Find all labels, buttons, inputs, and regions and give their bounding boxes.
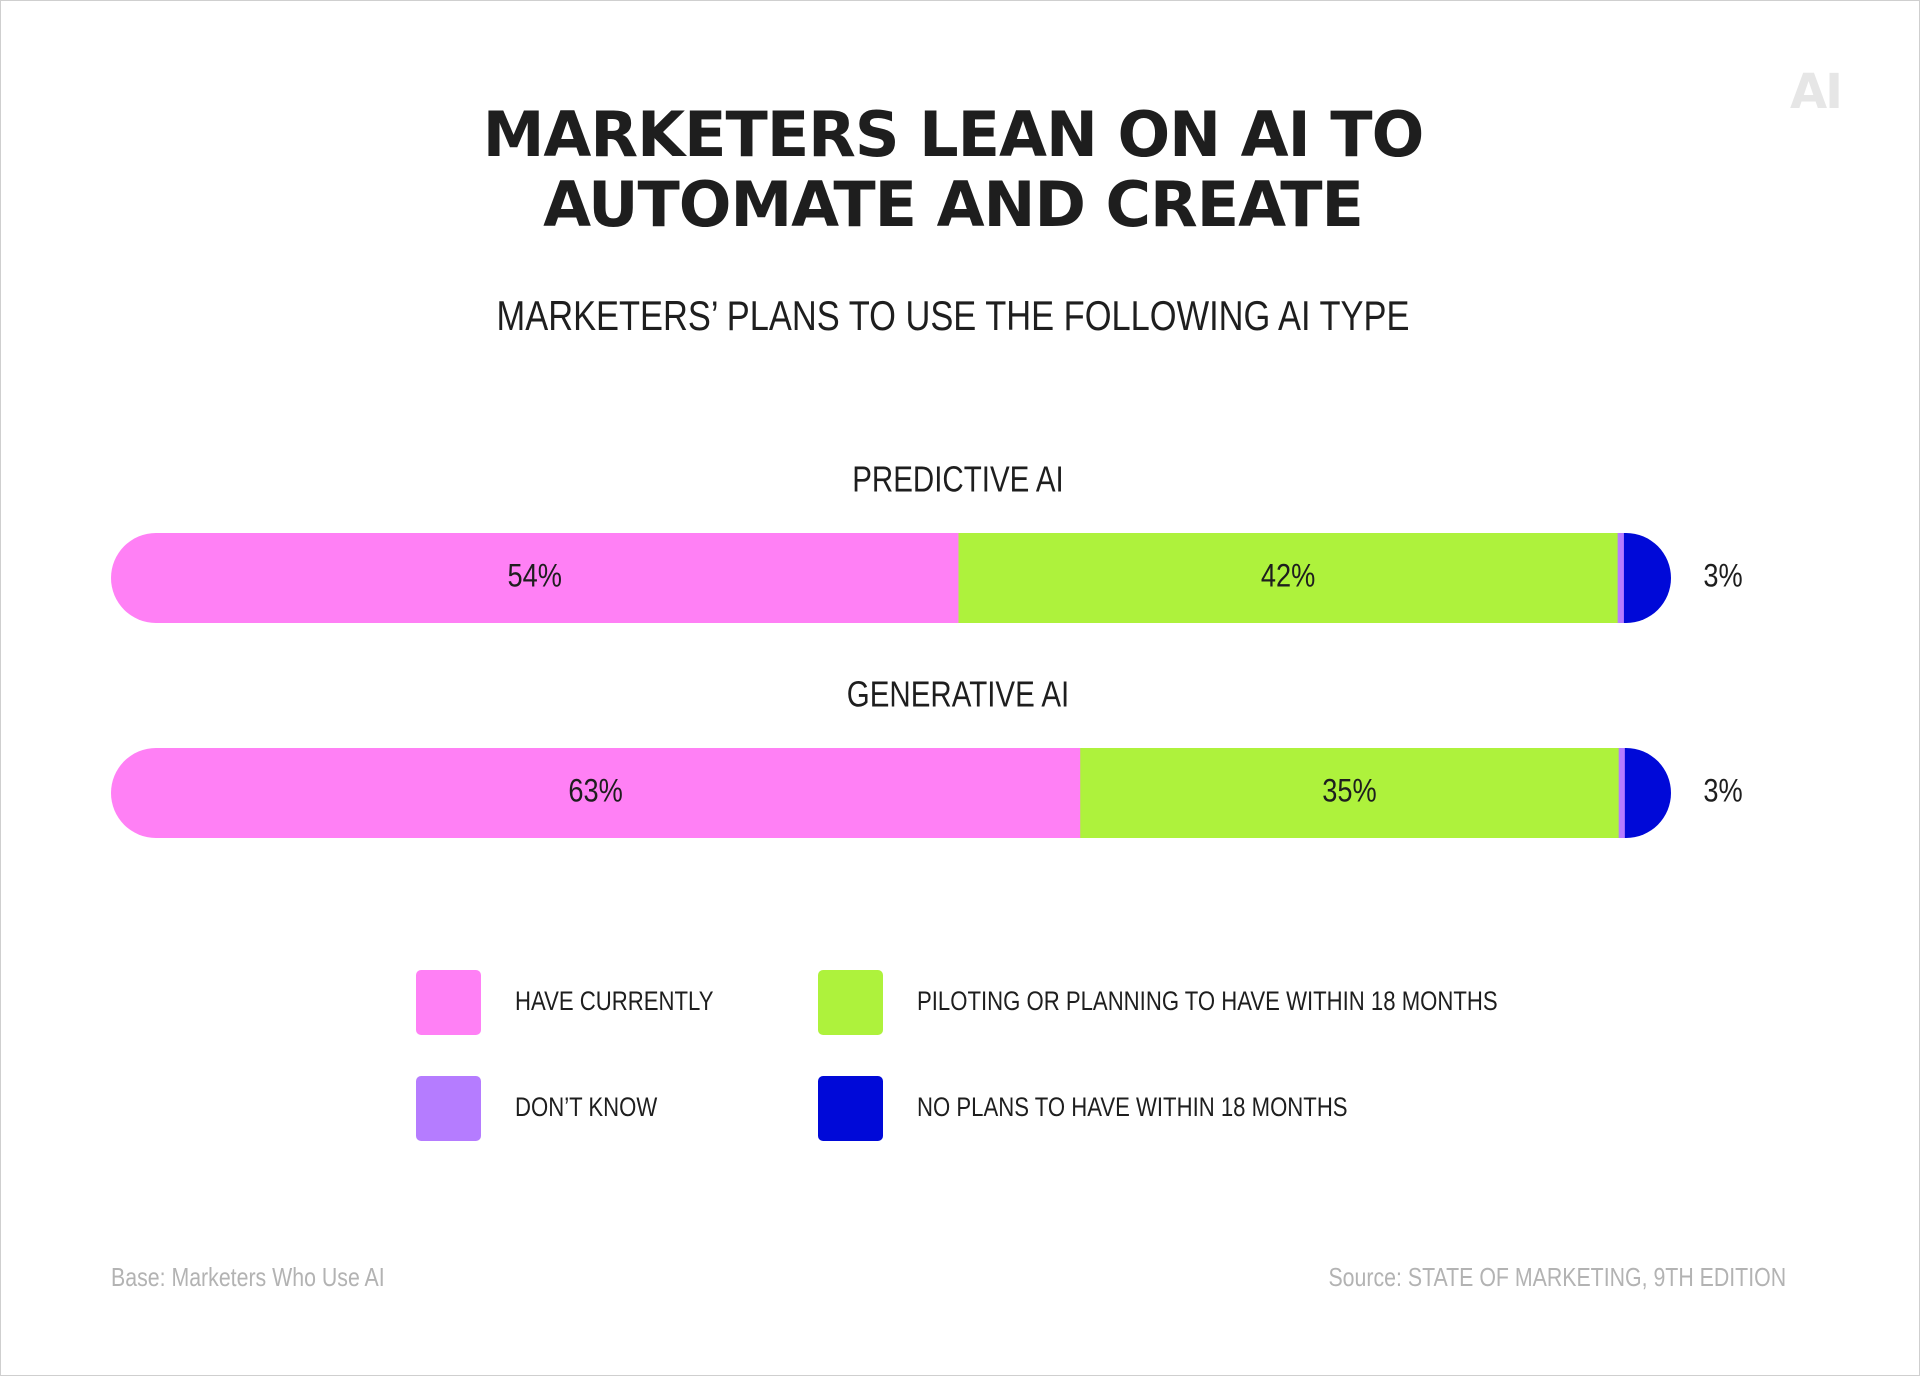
data-label-have-currently-generative-ai: 63% <box>568 773 622 809</box>
legend-swatch-no-plans <box>818 1076 883 1141</box>
legend-label-dont-know: DON’T KNOW <box>515 1092 658 1122</box>
bar-segment-don-t-know-predictive-ai <box>1617 533 1625 623</box>
chart-title: MARKETERS LEAN ON AI TO AUTOMATE AND CRE… <box>0 100 1906 240</box>
legend-label-piloting: PILOTING OR PLANNING TO HAVE WITHIN 18 M… <box>917 986 1498 1016</box>
bar-segment-don-t-know-generative-ai <box>1618 748 1626 838</box>
bar-segment-have-currently-predictive-ai <box>111 533 959 623</box>
legend-swatch-dont-know <box>416 1076 481 1141</box>
title-line-2: AUTOMATE AND CREATE <box>543 168 1364 241</box>
stacked-bar-chart: PREDICTIVE AI 54% 42% 3% GENERATIVE AI 63% 35%… <box>111 459 1743 838</box>
data-label-piloting-or-planning-to-have-within-18-months-predictive-ai: 42% <box>1261 558 1315 594</box>
footer-base: Base: Marketers Who Use AI <box>111 1262 385 1292</box>
data-label-have-currently-predictive-ai: 54% <box>508 558 562 594</box>
legend-label-no-plans: NO PLANS TO HAVE WITHIN 18 MONTHS <box>917 1092 1348 1122</box>
title-line-1: MARKETERS LEAN ON AI TO <box>482 98 1425 171</box>
bar-segment-no-plans-to-have-within-18-months-generative-ai <box>1624 748 1671 838</box>
data-label-piloting-or-planning-to-have-within-18-months-generative-ai: 35% <box>1322 773 1376 809</box>
data-label-no-plans-to-have-within-18-months-generative-ai: 3% <box>1703 773 1742 809</box>
bar-segment-piloting-or-planning-to-have-within-18-months-generative-ai <box>1080 748 1620 838</box>
category-label-generative-ai: GENERATIVE AI <box>847 674 1069 714</box>
bar-row-generative-ai <box>111 748 1671 838</box>
legend-label-have-currently: HAVE CURRENTLY <box>515 986 714 1016</box>
category-label-predictive-ai: PREDICTIVE AI <box>852 459 1064 499</box>
data-label-no-plans-to-have-within-18-months-predictive-ai: 3% <box>1703 558 1742 594</box>
bar-segment-have-currently-generative-ai <box>111 748 1081 838</box>
brand-logo: AI <box>1790 64 1843 120</box>
legend-swatch-piloting <box>818 970 883 1035</box>
bar-row-predictive-ai <box>111 533 1671 623</box>
legend-swatch-have-currently <box>416 970 481 1035</box>
bar-segment-piloting-or-planning-to-have-within-18-months-predictive-ai <box>958 533 1619 623</box>
chart-subtitle: MARKETERS’ PLANS TO USE THE FOLLOWING AI… <box>496 292 1410 339</box>
footer-source: Source: STATE OF MARKETING, 9TH EDITION <box>1328 1262 1786 1292</box>
bar-segment-no-plans-to-have-within-18-months-predictive-ai <box>1623 533 1671 623</box>
